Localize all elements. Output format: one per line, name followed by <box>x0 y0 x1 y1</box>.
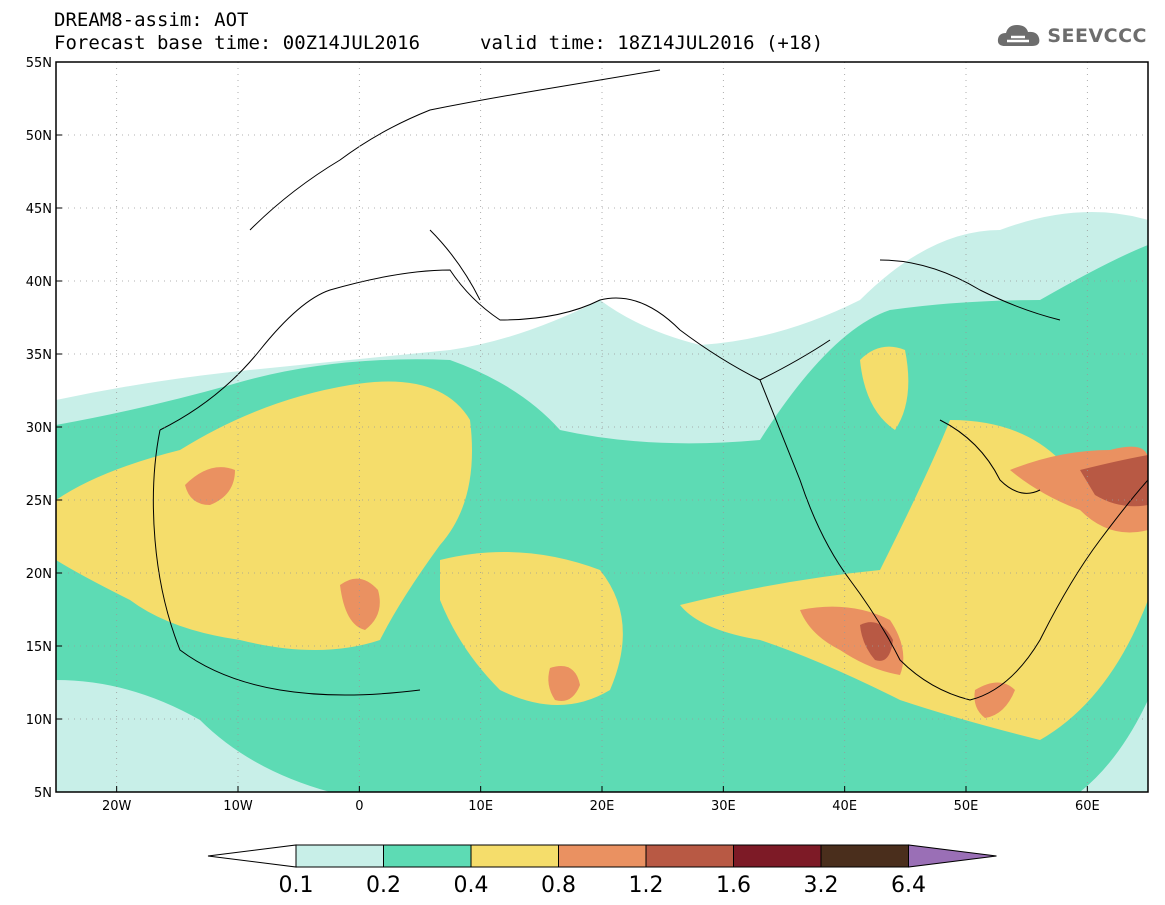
longitude-ticks: 20W 10W 0 10E 20E 30E 40E 50E 60E <box>102 786 1100 814</box>
lon-tick-label: 10E <box>468 799 493 814</box>
lon-tick-label: 20W <box>102 799 132 814</box>
latitude-ticks: 5N 10N 15N 20N 25N 30N 35N 40N 45N 50N 55N <box>26 56 62 801</box>
colorbar-level-label: 1.6 <box>716 873 751 898</box>
lon-tick-label: 0 <box>355 799 363 814</box>
colorbar-level-label: 0.4 <box>454 873 489 898</box>
aot-band-0.4-c <box>680 420 1148 740</box>
colorbar-level-label: 0.2 <box>366 873 401 898</box>
colorbar-under-arrow <box>207 844 297 868</box>
lon-tick-label: 50E <box>954 799 979 814</box>
colorbar-swatch <box>820 844 909 868</box>
colorbar-swatch <box>383 844 472 868</box>
aot-band-0.8-b <box>185 467 235 505</box>
aot-band-0.8 <box>340 578 380 630</box>
colorbar-level-label: 3.2 <box>804 873 839 898</box>
chart-title: DREAM8-assim: AOT <box>54 9 249 31</box>
valid-time: valid time: 18Z14JUL2016 (+18) <box>480 32 824 54</box>
colorbar-swatch <box>558 844 647 868</box>
colorbar-swatch <box>733 844 822 868</box>
lat-tick-label: 40N <box>26 275 52 290</box>
lat-tick-label: 10N <box>26 713 52 728</box>
aot-band-1.2 <box>1080 455 1148 507</box>
colorbar-level-label: 0.1 <box>279 873 314 898</box>
colorbar-level-label: 0.8 <box>541 873 576 898</box>
colorbar-level-label: 6.4 <box>891 873 926 898</box>
aot-band-0.8-f <box>974 682 1015 718</box>
lat-tick-label: 25N <box>26 494 52 509</box>
lon-tick-label: 10W <box>223 799 253 814</box>
lat-tick-label: 30N <box>26 421 52 436</box>
seevccc-logo: SEEVCCC <box>995 20 1147 52</box>
logo-text: SEEVCCC <box>1047 25 1147 47</box>
aot-band-0.4-d <box>860 346 909 430</box>
lon-tick-label: 20E <box>590 799 615 814</box>
lat-tick-label: 20N <box>26 567 52 582</box>
lat-tick-label: 45N <box>26 202 52 217</box>
colorbar-swatch <box>470 844 559 868</box>
colorbar-swatch <box>295 844 384 868</box>
cloud-icon <box>998 25 1040 46</box>
forecast-base-time: Forecast base time: 00Z14JUL2016 <box>54 32 421 54</box>
lon-tick-label: 40E <box>832 799 857 814</box>
aot-band-0.4-b <box>440 552 623 705</box>
colorbar-swatch <box>645 844 734 868</box>
colorbar-over-arrow <box>908 844 997 868</box>
lat-tick-label: 50N <box>26 129 52 144</box>
grid-lines <box>56 62 1148 792</box>
coastlines <box>152 69 1148 701</box>
lat-tick-label: 15N <box>26 640 52 655</box>
lon-tick-label: 60E <box>1075 799 1100 814</box>
lat-tick-label: 35N <box>26 348 52 363</box>
lat-tick-label: 55N <box>26 56 52 71</box>
lon-tick-label: 30E <box>711 799 736 814</box>
lat-tick-label: 5N <box>34 786 52 801</box>
aot-band-0.8-c <box>548 666 580 701</box>
colorbar: 0.1 0.2 0.4 0.8 1.2 1.6 3.2 6.4 <box>207 844 997 898</box>
colorbar-level-label: 1.2 <box>629 873 664 898</box>
